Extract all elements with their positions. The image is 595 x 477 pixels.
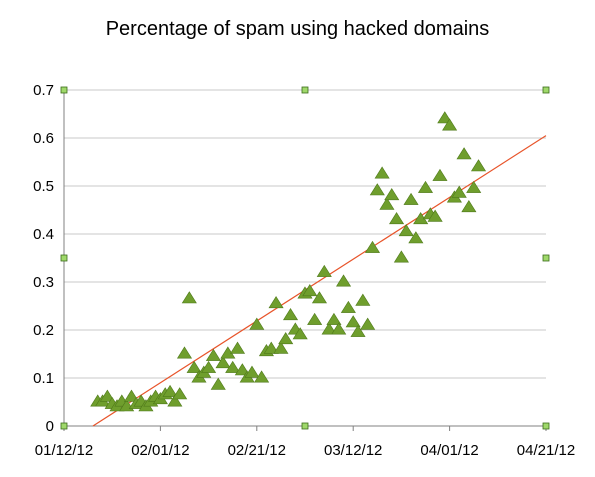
data-point [321,322,337,335]
y-tick-labels: 0 0.1 0.2 0.3 0.4 0.5 0.6 0.7 [33,82,54,435]
data-point [336,274,352,287]
data-point [205,348,221,361]
resize-handle[interactable] [301,86,309,94]
data-point [384,188,400,201]
data-point [432,168,448,181]
data-point [229,341,246,354]
data-point [389,212,405,225]
data-point [379,197,395,210]
data-point [345,315,361,328]
data-point [181,291,197,304]
data-point [172,387,188,400]
data-point [374,166,390,179]
x-tick-label: 02/21/12 [228,442,286,459]
x-tick-label: 04/21/12 [517,442,575,459]
data-point [99,389,115,402]
data-point [311,291,328,304]
y-tick-label: 0.1 [33,370,54,387]
data-point [234,363,250,376]
data-point [292,327,308,340]
chart-title: Percentage of spam using hacked domains [105,18,490,40]
data-point [437,111,453,124]
resize-handle[interactable] [60,422,68,430]
data-point [278,332,294,345]
data-point [364,240,381,253]
data-point [268,296,284,309]
trendline-group [92,135,547,427]
data-point [210,377,226,390]
data-point [466,180,482,193]
data-point [350,324,366,337]
data-point [393,250,409,263]
data-point [451,185,467,198]
x-tick-label: 01/12/12 [35,442,93,459]
resize-handle[interactable] [542,86,550,94]
data-point [167,394,183,407]
y-tick-label: 0 [46,418,54,435]
x-tick-label: 04/01/12 [420,442,478,459]
data-point [302,284,318,297]
data-point [470,159,487,172]
y-tick-label: 0.4 [33,226,54,243]
data-point [201,360,217,373]
data-point [123,389,140,402]
data-point [403,192,419,205]
y-tick-label: 0.5 [33,178,54,195]
data-point [254,370,270,383]
x-tick-label: 03/12/12 [324,442,382,459]
data-point [176,346,193,359]
data-point [326,312,342,325]
selection-handles[interactable] [60,86,550,430]
resize-handle[interactable] [542,422,550,430]
data-point [244,365,260,378]
resize-handle[interactable] [301,422,309,430]
grid-lines [64,89,546,379]
data-point [186,360,202,373]
resize-handle[interactable] [60,254,68,262]
data-points [90,111,487,412]
y-tick-label: 0.7 [33,82,54,99]
data-point [282,308,299,321]
axes [63,90,546,427]
data-point [427,209,443,222]
y-tick-label: 0.2 [33,322,54,339]
data-point [398,224,414,237]
data-point [369,183,385,196]
data-point [360,317,376,330]
x-tick-labels: 01/12/12 02/01/12 02/21/12 03/12/12 04/01/12… [35,426,575,459]
x-tick-label: 02/01/12 [131,442,189,459]
data-point [417,180,434,193]
data-point [307,312,323,325]
resize-handle[interactable] [60,86,68,94]
data-point [215,356,231,369]
data-point [456,147,472,160]
data-point [162,384,178,397]
data-point [442,118,458,131]
data-point [316,264,332,277]
data-point [225,360,241,373]
data-point [249,317,265,330]
data-point [408,231,424,244]
y-tick-label: 0.3 [33,274,54,291]
trendline [92,135,547,427]
data-point [340,300,356,313]
data-point [461,200,477,213]
y-tick-label: 0.6 [33,130,54,147]
data-point [263,341,279,354]
resize-handle[interactable] [542,254,550,262]
data-point [331,322,347,335]
data-point [355,293,371,306]
data-point [273,341,289,354]
